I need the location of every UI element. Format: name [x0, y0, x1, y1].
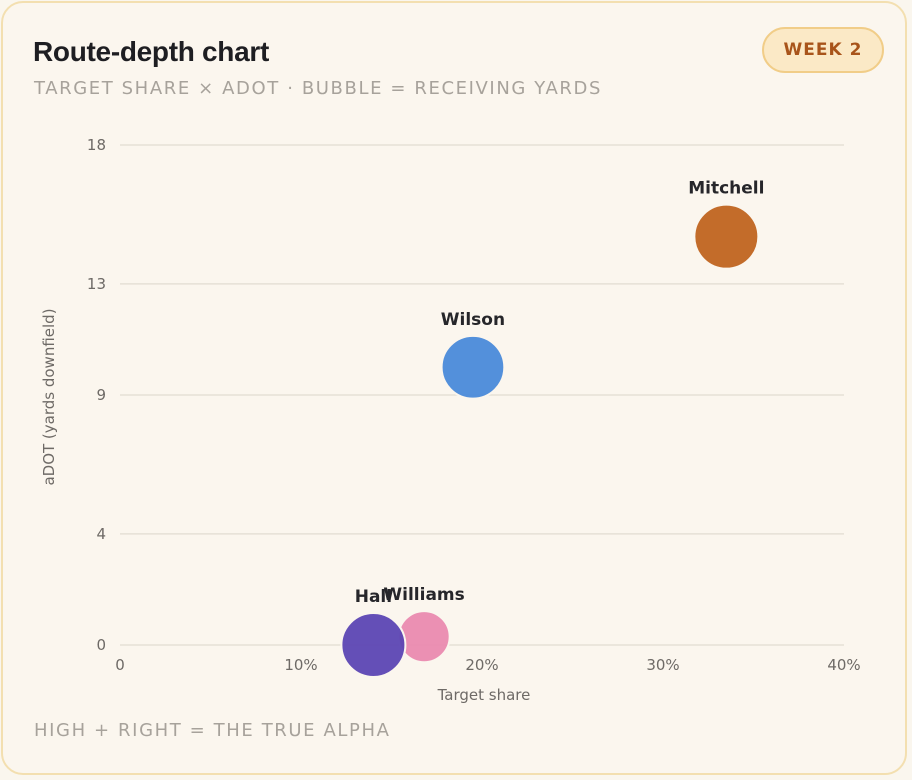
- y-tick-label: 13: [87, 275, 106, 293]
- bubble-mitchell[interactable]: [693, 203, 760, 270]
- y-tick-label: 0: [96, 636, 106, 654]
- bubble-label-williams: Williams: [383, 585, 464, 605]
- y-tick-label: 18: [87, 136, 106, 154]
- bubble-label-mitchell: Mitchell: [688, 179, 764, 199]
- x-axis-label: Target share: [437, 686, 531, 704]
- x-tick-label: 10%: [284, 656, 317, 674]
- bubble-wilson[interactable]: [440, 334, 506, 400]
- x-tick-label: 30%: [646, 656, 679, 674]
- y-axis-label: aDOT (yards downfield): [40, 308, 58, 485]
- bubble-williams[interactable]: [397, 610, 451, 664]
- y-tick-label: 4: [96, 525, 106, 543]
- bubbles: [340, 203, 760, 678]
- chart-subtitle: TARGET SHARE × ADOT · BUBBLE = RECEIVING…: [34, 78, 602, 99]
- week-badge: WEEK 2: [762, 27, 884, 73]
- bubble-hall[interactable]: [340, 612, 407, 678]
- y-tick-label: 9: [96, 386, 106, 404]
- x-tick-label: 0: [115, 656, 125, 674]
- x-tick-label: 40%: [827, 656, 860, 674]
- chart-title: Route-depth chart: [33, 36, 270, 67]
- x-axis-ticks: 0 10% 20% 30% 40%: [115, 656, 860, 674]
- x-tick-label: 20%: [465, 656, 498, 674]
- footer-note: HIGH + RIGHT = THE TRUE ALPHA: [34, 720, 391, 741]
- bubble-label-hall: Hall: [355, 587, 392, 607]
- y-axis-ticks: 0 4 9 13 18: [87, 136, 106, 654]
- bubble-label-wilson: Wilson: [441, 310, 505, 330]
